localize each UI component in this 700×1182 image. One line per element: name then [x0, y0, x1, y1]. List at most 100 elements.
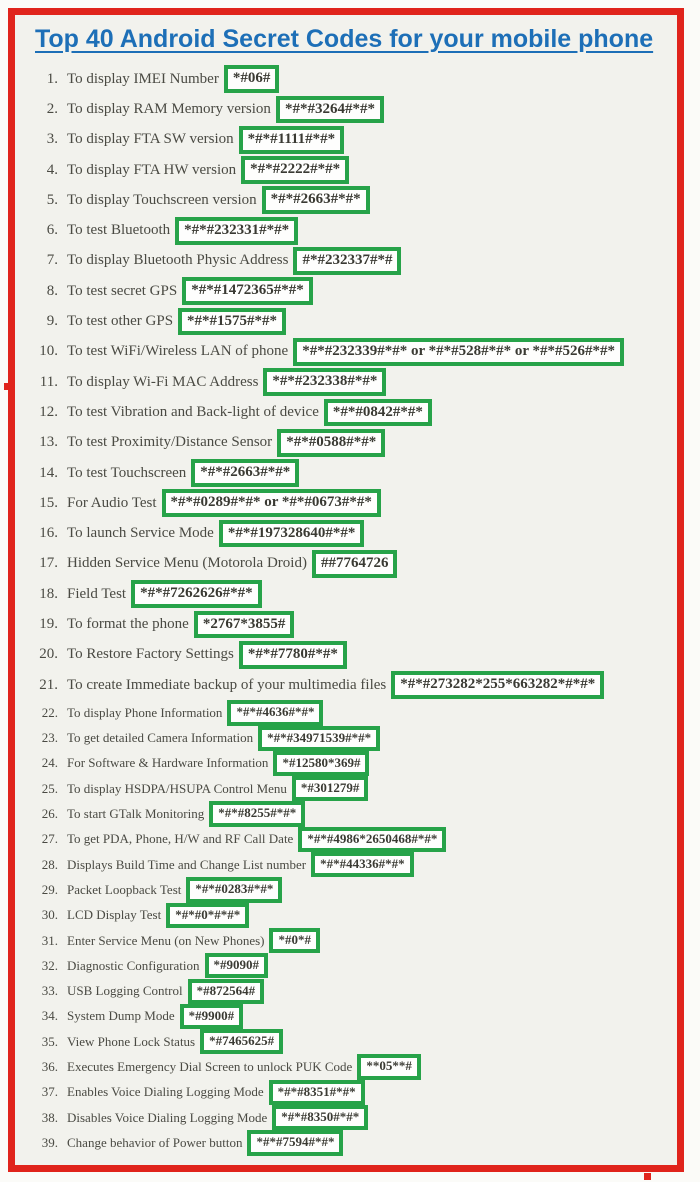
item-number: 14. [39, 464, 58, 481]
item-number: 37. [41, 1084, 58, 1100]
item-label: To test WiFi/Wireless LAN of phone [67, 343, 289, 360]
secret-code-box: *#9090# [204, 953, 269, 979]
red-page-frame: Top 40 Android Secret Codes for your mob… [8, 8, 684, 1172]
secret-code-box: *#7465625# [200, 1029, 284, 1055]
secret-code-box: *#*#232339#*#* or *#*#528#*#* or *#*#526… [293, 337, 624, 366]
item-number: 13. [39, 434, 58, 451]
item-label: Enables Voice Dialing Logging Mode [67, 1084, 264, 1100]
item-label: To test Bluetooth [67, 222, 171, 239]
secret-code-box: ##7764726 [311, 550, 398, 578]
list-item: 33. USB Logging Control *#872564# [31, 978, 671, 1004]
item-number: 30. [41, 907, 58, 923]
item-number: 11. [39, 373, 58, 390]
list-item: 38. Disables Voice Dialing Logging Mode … [31, 1105, 671, 1131]
item-label: Hidden Service Menu (Motorola Droid) [67, 555, 307, 572]
list-item: 37. Enables Voice Dialing Logging Mode *… [31, 1079, 671, 1105]
item-number: 24. [41, 755, 58, 771]
list-item: 11. To display Wi-Fi MAC Address *#*#232… [31, 367, 671, 397]
secret-code-box: *#*#7594#*#* [247, 1130, 344, 1156]
list-item: 7. To display Bluetooth Physic Address #… [31, 246, 671, 276]
item-label: To launch Service Mode [67, 525, 214, 542]
item-label: To test other GPS [67, 313, 174, 330]
item-number: 38. [41, 1109, 58, 1125]
red-dot-left-margin [4, 383, 11, 390]
list-item: 34. System Dump Mode *#9900# [31, 1003, 671, 1030]
secret-code-box: *#*#8350#*#* [272, 1105, 369, 1131]
secret-code-box: *#*#7780#*#* [238, 640, 347, 669]
item-label: Change behavior of Power button [67, 1134, 243, 1150]
item-number: 32. [41, 957, 58, 973]
item-number: 15. [39, 494, 58, 511]
list-item: 15. For Audio Test *#*#0289#*#* or *#*#0… [31, 488, 671, 518]
secret-code-box: *#12580*369# [273, 750, 370, 777]
list-item: 9. To test other GPS *#*#1575#*#* [31, 306, 671, 336]
item-label: To get detailed Camera Information [67, 730, 254, 746]
item-number: 4. [46, 161, 58, 178]
list-item: 2. To display RAM Memory version *#*#326… [31, 94, 671, 124]
list-item: 35. View Phone Lock Status *#7465625# [31, 1029, 671, 1055]
item-label: View Phone Lock Status [67, 1033, 196, 1049]
item-number: 22. [41, 704, 58, 720]
red-dot-bottom-margin [644, 1173, 651, 1180]
item-label: To display IMEI Number [67, 70, 219, 87]
item-number: 7. [46, 252, 58, 269]
item-label: To test secret GPS [67, 282, 178, 299]
item-number: 23. [41, 730, 58, 746]
item-number: 29. [41, 881, 58, 897]
list-item: 24. For Software & Hardware Information … [31, 750, 671, 777]
item-label: Executes Emergency Dial Screen to unlock… [67, 1059, 353, 1075]
secret-code-box: *#*#1111#*#* [238, 125, 345, 154]
item-label: Field Test [67, 585, 127, 602]
item-number: 3. [46, 131, 58, 148]
item-number: 31. [41, 932, 58, 948]
list-item: 20. To Restore Factory Settings *#*#7780… [31, 640, 671, 670]
item-number: 26. [41, 806, 58, 822]
secret-code-box: *#*#8351#*#* [268, 1079, 365, 1105]
item-label: To Restore Factory Settings [67, 646, 234, 663]
secret-code-box: *#06# [223, 65, 280, 94]
item-number: 39. [41, 1134, 58, 1150]
item-label: Diagnostic Configuration [67, 957, 200, 973]
item-number: 2. [46, 100, 58, 117]
secret-code-list: 1. To display IMEI Number *#06# 2. To di… [15, 64, 677, 1156]
secret-code-box: *#*#0289#*#* or *#*#0673#*#* [161, 489, 381, 518]
list-item: 21. To create Immediate backup of your m… [31, 670, 671, 700]
secret-code-box: *#*#2222#*#* [241, 156, 350, 184]
item-label: To display HSDPA/HSUPA Control Menu [67, 780, 287, 796]
item-number: 25. [41, 780, 58, 796]
list-item: 31. Enter Service Menu (on New Phones) *… [31, 927, 671, 954]
item-number: 8. [46, 282, 58, 299]
item-label: To display Touchscreen version [67, 191, 257, 208]
list-item: 26. To start GTalk Monitoring *#*#8255#*… [31, 801, 671, 827]
item-number: 1. [46, 70, 58, 87]
secret-code-box: *#*#3264#*#* [275, 95, 384, 124]
item-number: 6. [46, 222, 58, 239]
secret-code-box: *#9900# [179, 1003, 244, 1030]
item-number: 35. [41, 1033, 58, 1049]
secret-code-box: *#*#7262626#*#* [131, 580, 262, 609]
item-label: To test Touchscreen [67, 464, 187, 481]
item-label: Disables Voice Dialing Logging Mode [67, 1109, 268, 1125]
item-number: 10. [39, 343, 58, 360]
item-number: 19. [39, 615, 58, 632]
list-item: 1. To display IMEI Number *#06# [31, 64, 671, 94]
secret-code-box: *#*#2663#*#* [191, 459, 300, 487]
secret-code-box: *#301279# [291, 776, 369, 802]
list-item: 28. Displays Build Time and Change List … [31, 852, 671, 878]
item-label: To display RAM Memory version [67, 100, 271, 117]
secret-code-box: *#*#0588#*#* [277, 428, 386, 457]
item-number: 28. [41, 856, 58, 872]
item-label: To get PDA, Phone, H/W and RF Call Date [67, 831, 294, 847]
item-label: LCD Display Test [67, 907, 162, 923]
list-item: 10. To test WiFi/Wireless LAN of phone *… [31, 337, 671, 367]
item-number: 5. [46, 191, 58, 208]
secret-code-box: *#*#4636#*#* [227, 700, 324, 726]
secret-code-box: *#*#1472365#*#* [182, 277, 313, 306]
item-number: 33. [41, 983, 58, 999]
list-item: 23. To get detailed Camera Information *… [31, 725, 671, 751]
item-label: To format the phone [67, 615, 189, 632]
secret-code-box: *#*#197328640#*#* [218, 519, 365, 548]
secret-code-box: *#*#0842#*#* [323, 398, 432, 427]
secret-code-box: *2767*3855# [193, 610, 295, 639]
item-label: To create Immediate backup of your multi… [67, 676, 387, 693]
